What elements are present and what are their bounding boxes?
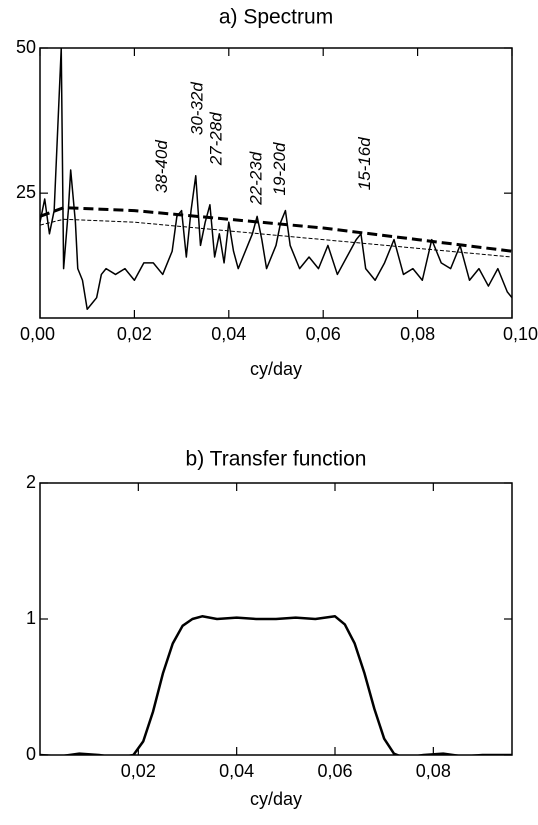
annotation: 22-23d bbox=[247, 151, 266, 205]
y-tick-label: 2 bbox=[26, 472, 36, 492]
y-tick-label: 25 bbox=[16, 182, 36, 202]
series-line bbox=[40, 218, 512, 258]
annotation: 30-32d bbox=[188, 82, 207, 135]
x-tick-label: 0,02 bbox=[117, 324, 152, 344]
x-tick-label: 0,04 bbox=[219, 761, 254, 781]
series-line bbox=[40, 615, 512, 755]
panel: b) Transfer function 0,02 0,04 0,06 0,08 0 1 2 c… bbox=[26, 448, 513, 809]
series-line bbox=[40, 48, 512, 311]
series-line bbox=[40, 206, 512, 253]
panel: a) Spectrum 0,00 0,02 0,04 0,06 0,08 0,10 25 50 c… bbox=[16, 6, 538, 379]
plot-frame bbox=[39, 47, 513, 319]
x-tick-label: 0,00 bbox=[20, 324, 55, 344]
annotation: 19-20d bbox=[270, 142, 289, 195]
annotation: 38-40d bbox=[152, 140, 171, 193]
y-tick-label: 1 bbox=[26, 608, 36, 628]
chart-title: a) Spectrum bbox=[219, 6, 333, 29]
x-tick-label: 0,06 bbox=[306, 324, 341, 344]
annotation: 15-16d bbox=[355, 137, 374, 190]
y-tick-label: 0 bbox=[26, 744, 36, 764]
chart-title: b) Transfer function bbox=[186, 448, 367, 471]
x-tick-label: 0,08 bbox=[416, 761, 451, 781]
x-axis-label: cy/day bbox=[250, 789, 302, 809]
plot-area bbox=[40, 48, 512, 311]
x-tick-label: 0,04 bbox=[211, 324, 246, 344]
annotation: 27-28d bbox=[206, 112, 225, 166]
x-tick-label: 0,06 bbox=[317, 761, 352, 781]
x-tick-label: 0,10 bbox=[503, 324, 538, 344]
y-tick-label: 50 bbox=[16, 37, 36, 57]
plot-area bbox=[40, 615, 512, 755]
x-tick-label: 0,08 bbox=[400, 324, 435, 344]
x-axis-label: cy/day bbox=[250, 359, 302, 379]
x-tick-label: 0,02 bbox=[121, 761, 156, 781]
